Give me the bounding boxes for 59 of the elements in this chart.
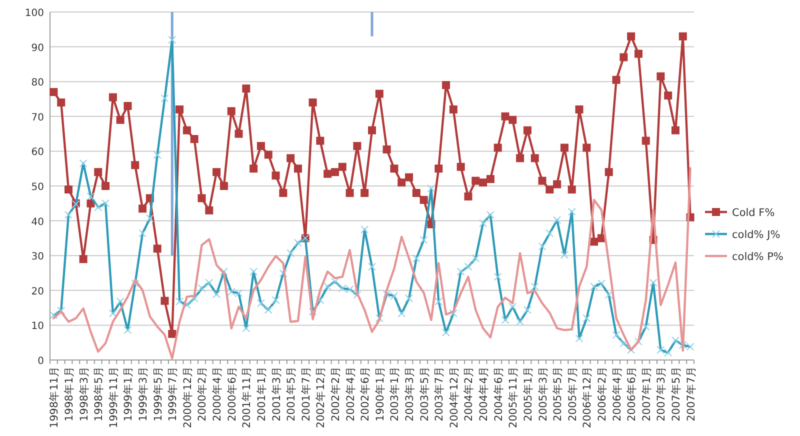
- x-tick-label: 2004年2月: [463, 366, 476, 422]
- x-tick-label: 1999年5月: [152, 366, 164, 422]
- x-tick-label: 2005年1月: [522, 366, 534, 422]
- x-tick-label: 2000年4月: [212, 366, 224, 422]
- y-tick-label: 80: [31, 78, 44, 89]
- y-tick-label: 50: [31, 182, 44, 193]
- x-tick-label: 1999年1月: [122, 366, 135, 422]
- line-series: [52, 167, 692, 360]
- x-tick-label: 2001年3月: [270, 366, 283, 422]
- y-tick-label: 10: [31, 321, 44, 332]
- x-tick-label: 2003年5月: [418, 366, 431, 422]
- x-tick-label: 2003年3月: [404, 366, 416, 422]
- x-tick-label: 1998年11月: [48, 366, 61, 428]
- x-tick-label: 2003年1月: [389, 366, 402, 422]
- y-tick-label: 0: [38, 356, 44, 367]
- x-tick-label: 2005年11月: [508, 366, 520, 428]
- x-tick-label: 2007年3月: [656, 366, 668, 422]
- x-tick-label: 2005年7月: [566, 366, 579, 422]
- x-tick-label: 2004年4月: [478, 366, 490, 422]
- x-tick-label: 2002年2月: [330, 366, 342, 422]
- y-tick-label: 30: [31, 252, 44, 263]
- x-tick-label: 1900年1月: [374, 366, 386, 422]
- y-tick-label: 60: [31, 147, 44, 158]
- y-tick-label: 70: [31, 112, 44, 124]
- x-tick-label: 2002年12月: [315, 366, 328, 428]
- y-tick-label: 20: [31, 286, 44, 298]
- x-tick-label: 2002年6月: [360, 366, 372, 422]
- x-tick-label: 2006年4月: [611, 366, 624, 422]
- x-tick-label: 2001年7月: [300, 366, 312, 422]
- y-tick-label: 90: [31, 42, 44, 54]
- x-tick-label: 2003年7月: [434, 366, 446, 422]
- x-tick-label: 2006年12月: [582, 366, 594, 428]
- x-tick-label: 2004年12月: [448, 366, 460, 428]
- x-tick-label: 2005年3月: [537, 366, 550, 422]
- x-tick-label: 2007年7月: [685, 366, 698, 422]
- x-tick-label: 2005年5月: [552, 366, 564, 422]
- x-tick-label: 1999年3月: [138, 366, 150, 422]
- x-tick-label: 2000年12月: [182, 366, 194, 428]
- x-tick-label: 2001年1月: [256, 366, 268, 422]
- x-tick-label: 1998年5月: [93, 366, 106, 422]
- legend-label: cold% P%: [732, 251, 784, 263]
- legend-label: cold% J%: [732, 229, 780, 241]
- x-tick-label: 1999年7月: [167, 366, 180, 422]
- legend-label: Cold F%: [732, 207, 775, 219]
- x-tick-label: 2007年1月: [640, 366, 653, 422]
- y-tick-label: 40: [31, 216, 44, 228]
- x-tick-label: 2001年5月: [286, 366, 298, 422]
- x-tick-label: 1998年1月: [64, 366, 76, 422]
- x-tick-label: 2000年2月: [196, 366, 209, 422]
- x-tick-label: 2002年4月: [344, 366, 357, 422]
- x-tick-label: 2006年2月: [596, 366, 608, 422]
- x-tick-label: 2004年6月: [492, 366, 505, 422]
- x-tick-label: 2006年6月: [626, 366, 638, 422]
- x-tick-label: 2007年5月: [670, 366, 682, 422]
- x-tick-label: 1999年11月: [108, 366, 120, 428]
- x-tick-label: 2000年6月: [226, 366, 238, 422]
- x-tick-label: 2001年11月: [241, 366, 254, 428]
- y-tick-label: 100: [24, 8, 44, 19]
- x-tick-label: 1998年3月: [78, 366, 90, 422]
